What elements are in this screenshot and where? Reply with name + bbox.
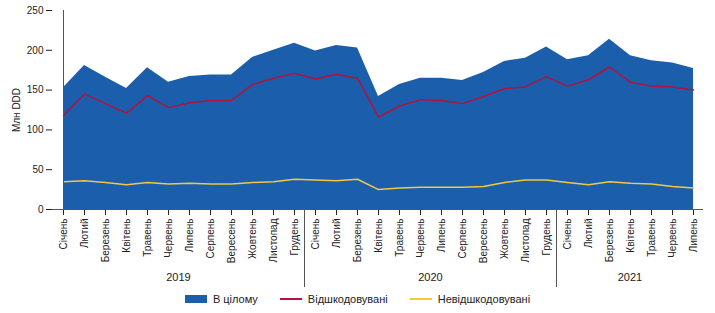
svg-text:Лютий: Лютий bbox=[583, 219, 594, 249]
svg-text:Березень: Березень bbox=[100, 219, 111, 263]
svg-text:Листопад: Листопад bbox=[520, 218, 531, 262]
svg-text:Липень: Липень bbox=[184, 219, 195, 253]
svg-text:Жовтень: Жовтень bbox=[247, 219, 258, 260]
svg-text:2019: 2019 bbox=[166, 271, 190, 283]
svg-text:2021: 2021 bbox=[618, 271, 642, 283]
svg-text:Лютий: Лютий bbox=[79, 219, 90, 249]
svg-text:2020: 2020 bbox=[418, 271, 442, 283]
svg-text:Млн DDD: Млн DDD bbox=[11, 88, 22, 132]
html-text:Відшкодовувані: Відшкодовувані bbox=[307, 293, 388, 305]
svg-text:Березень: Березень bbox=[604, 219, 615, 263]
svg-text:Квітень: Квітень bbox=[373, 219, 384, 253]
svg-text:Січень: Січень bbox=[310, 219, 321, 250]
svg-text:Вересень: Вересень bbox=[478, 219, 489, 264]
svg-text:250: 250 bbox=[27, 5, 44, 16]
svg-text:100: 100 bbox=[27, 124, 44, 135]
svg-text:Квітень: Квітень bbox=[625, 219, 636, 253]
svg-text:Квітень: Квітень bbox=[121, 219, 132, 253]
svg-text:Березень: Березень bbox=[352, 219, 363, 263]
svg-text:0: 0 bbox=[38, 204, 44, 215]
svg-text:Травень: Травень bbox=[646, 219, 657, 257]
svg-text:Грудень: Грудень bbox=[289, 219, 300, 256]
svg-text:Травень: Травень bbox=[142, 219, 153, 257]
html-text:Невідшкодовувані: Невідшкодовувані bbox=[437, 293, 531, 305]
svg-text:Листопад: Листопад bbox=[268, 218, 279, 262]
svg-text:Вересень: Вересень bbox=[226, 219, 237, 264]
svg-text:Липень: Липень bbox=[688, 219, 699, 253]
svg-text:150: 150 bbox=[27, 84, 44, 95]
svg-text:Лютий: Лютий bbox=[331, 219, 342, 249]
svg-text:50: 50 bbox=[32, 164, 44, 175]
svg-text:Грудень: Грудень bbox=[541, 219, 552, 256]
svg-text:Червень: Червень bbox=[163, 219, 174, 258]
svg-text:Червень: Червень bbox=[415, 219, 426, 258]
svg-text:Травень: Травень bbox=[394, 219, 405, 257]
svg-text:Червень: Червень bbox=[667, 219, 678, 258]
html-text:В цілому: В цілому bbox=[212, 293, 258, 305]
svg-text:Серпень: Серпень bbox=[457, 219, 468, 259]
svg-text:Січень: Січень bbox=[562, 219, 573, 250]
svg-text:Серпень: Серпень bbox=[205, 219, 216, 259]
svg-text:Січень: Січень bbox=[58, 219, 69, 250]
svg-text:Жовтень: Жовтень bbox=[499, 219, 510, 260]
svg-text:200: 200 bbox=[27, 45, 44, 56]
svg-text:Липень: Липень bbox=[436, 219, 447, 253]
